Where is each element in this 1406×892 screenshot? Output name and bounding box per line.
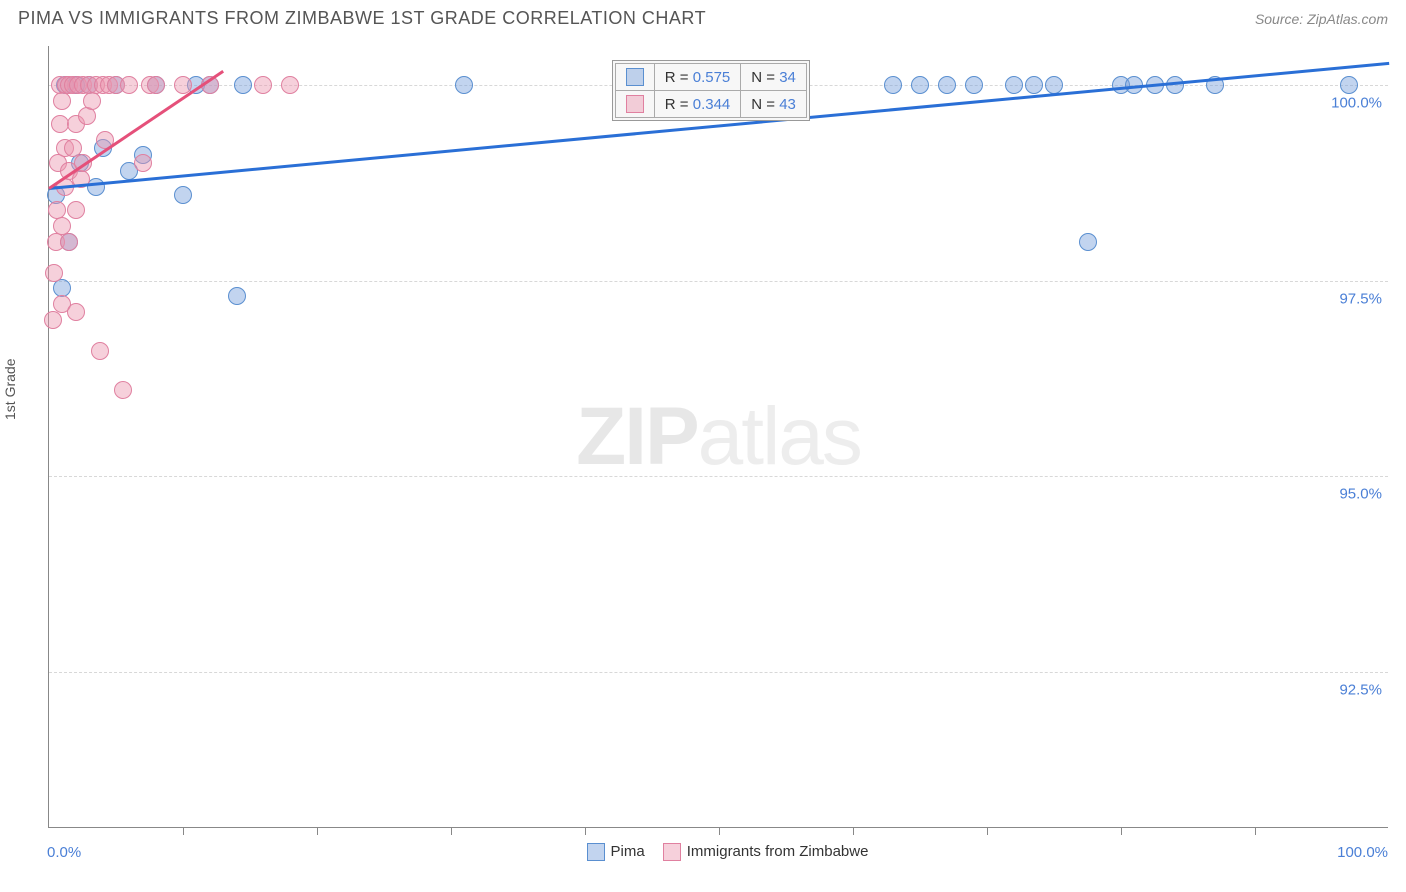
data-point [67,303,85,321]
data-point [134,154,152,172]
data-point [911,76,929,94]
y-tick-label: 100.0% [1331,95,1382,112]
x-tick [1255,827,1256,835]
y-tick-label: 95.0% [1339,486,1382,503]
data-point [228,287,246,305]
plot-area: ZIPatlas 92.5%95.0%97.5%100.0%0.0%100.0%… [48,46,1388,828]
gridline [49,672,1388,673]
data-point [60,233,78,251]
data-point [234,76,252,94]
data-point [114,381,132,399]
data-point [147,76,165,94]
x-tick [1121,827,1122,835]
data-point [965,76,983,94]
data-point [1025,76,1043,94]
legend-label: Immigrants from Zimbabwe [687,843,869,860]
data-point [1005,76,1023,94]
watermark: ZIPatlas [576,390,861,484]
x-tick [719,827,720,835]
data-point [281,76,299,94]
data-point [53,92,71,110]
legend-label: Pima [611,843,645,860]
x-tick [183,827,184,835]
data-point [120,76,138,94]
y-tick-label: 92.5% [1339,681,1382,698]
data-point [884,76,902,94]
data-point [91,342,109,360]
data-point [455,76,473,94]
y-axis-label: 1st Grade [2,359,18,420]
gridline [49,476,1388,477]
data-point [174,186,192,204]
data-point [1045,76,1063,94]
x-tick [585,827,586,835]
x-tick [451,827,452,835]
data-point [938,76,956,94]
data-point [83,92,101,110]
data-point [1340,76,1358,94]
data-point [67,201,85,219]
data-point [254,76,272,94]
source-label: Source: ZipAtlas.com [1255,11,1388,27]
series-legend: Pima Immigrants from Zimbabwe [49,843,1388,861]
data-point [78,107,96,125]
data-point [1079,233,1097,251]
data-point [44,311,62,329]
y-tick-label: 97.5% [1339,290,1382,307]
x-tick [853,827,854,835]
x-tick [987,827,988,835]
chart-title: PIMA VS IMMIGRANTS FROM ZIMBABWE 1ST GRA… [18,8,706,29]
x-tick [317,827,318,835]
legend-table: R = 0.575N = 34R = 0.344N = 43 [615,63,807,118]
data-point [45,264,63,282]
gridline [49,281,1388,282]
plot-wrapper: ZIPatlas 92.5%95.0%97.5%100.0%0.0%100.0%… [48,46,1388,828]
correlation-legend: R = 0.575N = 34R = 0.344N = 43 [612,60,810,121]
